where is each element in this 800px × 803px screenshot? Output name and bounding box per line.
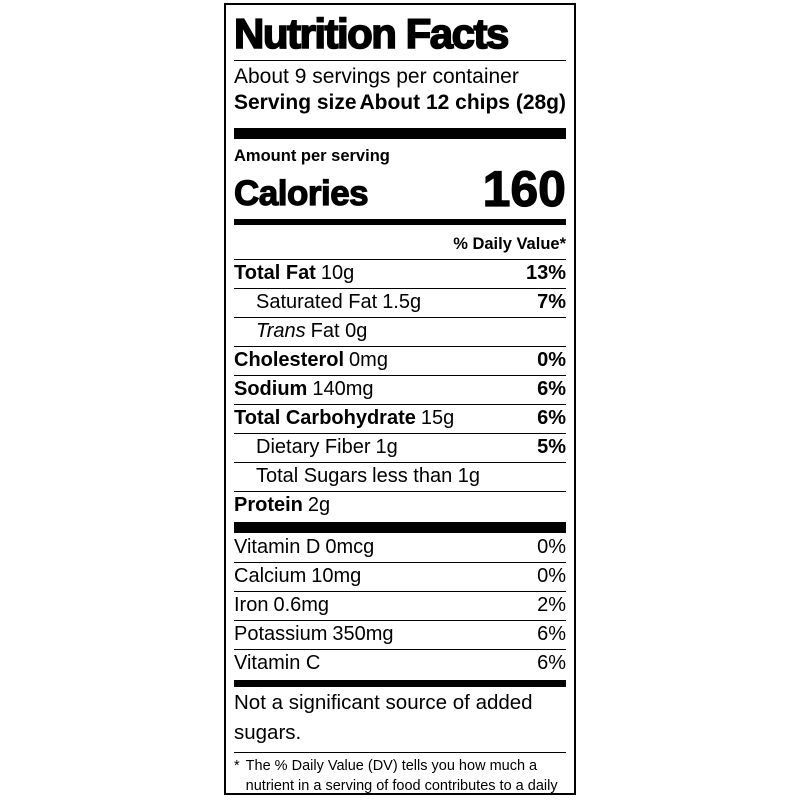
nutrition-facts-label: Nutrition Facts About 9 servings per con…	[224, 3, 576, 795]
micronutrient-daily-value: 6%	[537, 652, 566, 675]
micronutrient-row-vitamin-c: Vitamin C 6%	[234, 648, 566, 678]
divider-thick	[234, 128, 566, 140]
nutrient-name: Sodium	[234, 378, 308, 401]
nutrient-daily-value: 7%	[537, 291, 566, 314]
divider-thin	[234, 60, 566, 62]
divider-medium	[234, 679, 566, 687]
nutrient-name: Total Sugars	[256, 465, 368, 488]
nutrient-amount: 2g	[307, 494, 331, 517]
nutrient-amount: 10g	[320, 262, 355, 285]
nutrient-row-total-fat: Total Fat 10g 13%	[234, 258, 566, 288]
nutrient-amount: less than 1g	[372, 465, 481, 488]
amount-per-serving-label: Amount per serving	[234, 147, 390, 166]
calories-label: Calories	[233, 173, 369, 213]
micronutrient-amount: 0mcg	[325, 535, 375, 558]
nutrient-row-sodium: Sodium 140mg 6%	[234, 374, 566, 404]
nutrient-amount: 15g	[420, 407, 455, 430]
micronutrient-name: Potassium	[234, 623, 328, 646]
divider-medium	[234, 219, 566, 226]
serving-size-label: Serving size	[234, 90, 357, 114]
daily-value-header: % Daily Value*	[453, 235, 566, 254]
micronutrient-daily-value: 6%	[537, 623, 566, 646]
nutrient-daily-value: 13%	[525, 262, 566, 285]
nutrient-daily-value: 6%	[537, 407, 566, 430]
micronutrient-daily-value: 0%	[537, 565, 566, 588]
nutrient-name: Cholesterol	[234, 349, 345, 372]
nutrient-daily-value: 0%	[537, 349, 566, 372]
micronutrient-amount: 0.6mg	[273, 594, 330, 617]
nutrient-daily-value: 6%	[537, 378, 566, 401]
nutrient-name: Trans	[256, 320, 306, 343]
micronutrient-row-vitamin-d: Vitamin D 0mcg 0%	[234, 533, 566, 562]
nutrient-name: Total Carbohydrate	[234, 407, 416, 430]
label-title: Nutrition Facts	[233, 9, 510, 58]
micronutrient-row-potassium: Potassium 350mg 6%	[234, 619, 566, 649]
divider-thick	[234, 521, 566, 533]
nutrient-row-dietary-fiber: Dietary Fiber 1g 5%	[234, 432, 566, 462]
nutrient-row-total-sugars: Total Sugars less than 1g	[234, 461, 566, 491]
nutrient-row-protein: Protein 2g	[234, 490, 566, 520]
nutrient-row-cholesterol: Cholesterol 0mg 0%	[234, 345, 566, 375]
servings-per-container: About 9 servings per container	[234, 65, 519, 89]
footnote-text: The % Daily Value (DV) tells you how muc…	[245, 758, 558, 794]
nutrient-amount: 1g	[375, 436, 398, 459]
nutrient-name: Protein	[234, 494, 303, 517]
micronutrient-row-iron: Iron 0.6mg 2%	[234, 590, 566, 620]
nutrient-amount: 140mg	[312, 378, 374, 401]
micronutrient-row-calcium: Calcium 10mg 0%	[234, 561, 566, 591]
daily-value-footnote: * The % Daily Value (DV) tells you how m…	[234, 757, 566, 794]
nutrient-amount: Fat 0g	[310, 320, 368, 343]
divider-thin	[234, 752, 566, 754]
nutrient-name: Dietary Fiber	[256, 436, 371, 459]
micronutrient-amount: 10mg	[311, 565, 362, 588]
not-significant-note: Not a significant source of added sugars…	[234, 690, 533, 745]
nutrient-name: Total Fat	[234, 262, 316, 285]
micronutrient-name: Iron	[234, 594, 269, 617]
nutrient-name: Saturated Fat	[256, 291, 378, 314]
nutrient-daily-value: 5%	[537, 436, 566, 459]
nutrient-amount: 0mg	[349, 349, 388, 372]
micronutrient-daily-value: 2%	[537, 594, 566, 617]
nutrient-row-saturated-fat: Saturated Fat 1.5g 7%	[234, 287, 566, 317]
micronutrient-name: Vitamin C	[234, 652, 321, 675]
nutrient-amount: 1.5g	[382, 291, 422, 314]
footnote-asterisk: *	[234, 758, 240, 775]
calories-value: 160	[482, 161, 567, 218]
serving-size-value: About 12 chips (28g)	[359, 90, 566, 114]
micronutrient-daily-value: 0%	[537, 535, 566, 558]
nutrient-row-total-carbohydrate: Total Carbohydrate 15g 6%	[234, 403, 566, 433]
calories-row: Calories 160	[233, 161, 567, 218]
micronutrient-amount: 350mg	[332, 623, 394, 646]
micronutrient-name: Calcium	[234, 565, 307, 588]
serving-size-row: Serving size About 12 chips (28g)	[234, 90, 566, 116]
micronutrient-name: Vitamin D	[234, 535, 321, 558]
nutrient-row-trans-fat: Trans Fat 0g	[234, 316, 566, 346]
